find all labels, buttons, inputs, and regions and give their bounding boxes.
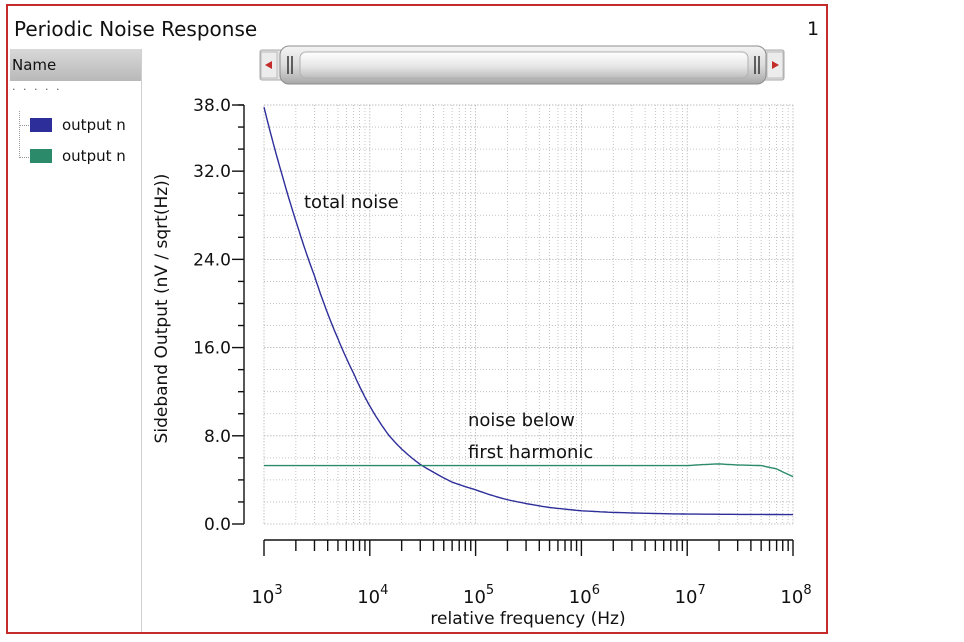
- x-axis-label: relative frequency (Hz): [430, 609, 625, 629]
- y-axis-label: Sideband Output (nV / sqrt(Hz)): [152, 174, 172, 444]
- right-grip-handle[interactable]: [754, 56, 760, 74]
- annotation-first-harmonic: first harmonic: [468, 442, 593, 463]
- annotation-noise-below: noise below: [468, 410, 575, 431]
- scroll-left-arrow[interactable]: [260, 51, 278, 79]
- y-tick-label: 8.0: [204, 427, 231, 447]
- tree-connector: [19, 111, 20, 158]
- y-tick-label: 38.0: [193, 96, 231, 116]
- y-tick-label: 32.0: [193, 162, 231, 182]
- series-line-first-harmonic: [264, 463, 794, 478]
- y-tick-label: 0.0: [204, 515, 231, 535]
- y-tick-label: 24.0: [193, 250, 231, 270]
- series-line-total-noise: [263, 107, 793, 516]
- signal-sidebar: Name · · · · · output n output n: [10, 49, 142, 632]
- window-title: Periodic Noise Response: [14, 17, 258, 41]
- scrollbar-thumb-face: [299, 51, 749, 79]
- plot-grid: [263, 104, 794, 525]
- series-color-swatch: [30, 118, 52, 132]
- legend-item-output-n-1[interactable]: output n: [30, 115, 126, 135]
- series-color-swatch: [30, 149, 52, 163]
- legend-item-label: output n: [62, 147, 126, 165]
- tree-connector: [19, 157, 29, 158]
- x-tick-label: 107: [675, 583, 706, 608]
- annotation-total-noise: total noise: [304, 192, 399, 213]
- x-tick-label: 104: [357, 583, 388, 608]
- scroll-right-arrow[interactable]: [766, 51, 784, 79]
- y-tick-label: 16.0: [193, 339, 231, 359]
- left-grip-handle[interactable]: [287, 56, 293, 74]
- tree-root-clipped: · · · · ·: [12, 83, 62, 96]
- page-number: 1: [807, 18, 820, 40]
- plot-window: Periodic Noise Response 1 Name · · · · ·…: [6, 4, 828, 634]
- x-tick-label: 105: [463, 583, 494, 608]
- legend-item-label: output n: [62, 116, 126, 134]
- tree-connector: [19, 125, 29, 126]
- x-tick-label: 103: [251, 583, 282, 608]
- x-tick-label: 106: [569, 583, 600, 608]
- legend-item-output-n-2[interactable]: output n: [30, 146, 126, 166]
- zoom-scrollbar[interactable]: [256, 44, 788, 86]
- name-column-header[interactable]: Name: [10, 49, 141, 81]
- x-tick-label: 108: [780, 583, 811, 608]
